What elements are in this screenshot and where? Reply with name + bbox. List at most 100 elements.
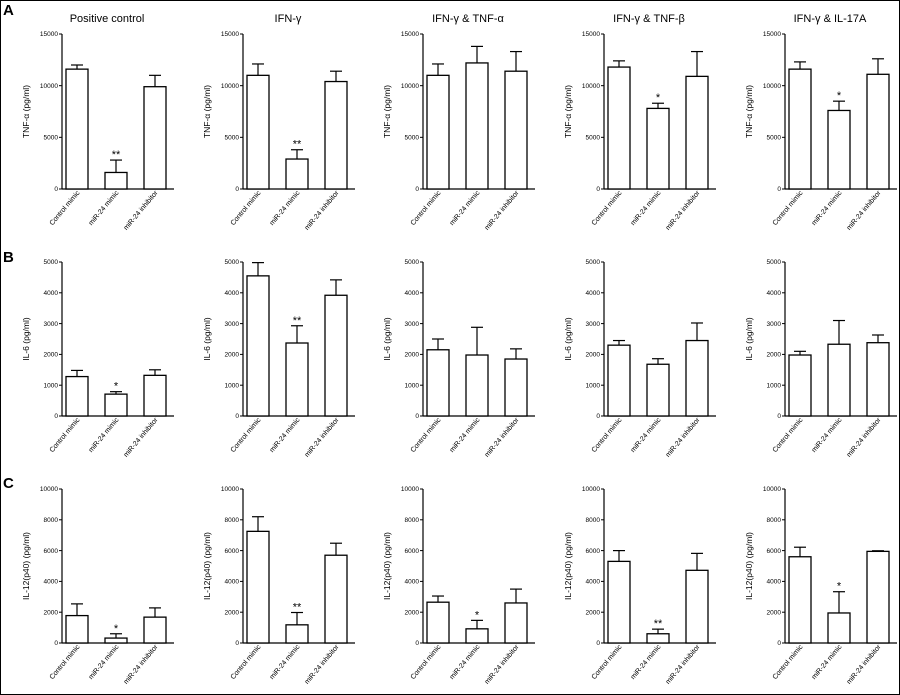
significance-mark: * <box>114 623 119 635</box>
bar-3 <box>685 569 709 644</box>
category-label-3: miR-24 inhibitor <box>304 189 341 232</box>
y-axis-label: IL-6 (pg/ml) <box>744 317 754 361</box>
bar-2 <box>104 171 128 190</box>
category-label-1: Control mimic <box>49 189 82 227</box>
category-label-3: miR-24 inhibitor <box>665 416 702 459</box>
chart-c-1: 0 2000 4000 6000 8000 10000 IL-12(p40) (pg/ml)… <box>21 486 174 686</box>
category-label-1: Control mimic <box>772 189 805 227</box>
bar-1 <box>607 66 631 190</box>
y-tick-label: 6000 <box>44 548 59 555</box>
category-label-1: Control mimic <box>772 416 805 454</box>
y-tick-label: 0 <box>54 413 58 420</box>
category-label-1: Control mimic <box>591 416 624 454</box>
chart-b-3: 0 1000 2000 3000 4000 5000 IL-6 (pg/ml) Control… <box>382 259 535 459</box>
bar-1 <box>788 556 812 644</box>
category-label-3: miR-24 inhibitor <box>665 189 702 232</box>
category-label-2: miR-24 mimic <box>630 189 663 227</box>
y-axis-label: IL-12(p40) (pg/ml) <box>744 532 754 600</box>
y-tick-label: 4000 <box>586 579 601 586</box>
y-tick-label: 4000 <box>44 290 59 297</box>
chart-a-1: Positive control 0 5000 10000 15000 TNF-α (pg… <box>21 13 174 232</box>
y-axis-label: IL-12(p40) (pg/ml) <box>202 532 212 600</box>
bar-1 <box>607 560 631 644</box>
bar-1 <box>65 68 89 190</box>
significance-mark: * <box>475 609 480 621</box>
y-tick-label: 1000 <box>767 382 782 389</box>
category-label-1: Control mimic <box>410 189 443 227</box>
y-tick-label: 6000 <box>586 548 601 555</box>
y-tick-label: 0 <box>415 640 419 647</box>
chart-title: IFN-γ <box>275 13 302 25</box>
y-tick-label: 1000 <box>405 382 420 389</box>
row-label-c: C <box>3 475 14 492</box>
significance-mark: ** <box>293 602 302 614</box>
bar-2 <box>827 343 851 417</box>
y-tick-label: 3000 <box>586 321 601 328</box>
y-tick-label: 6000 <box>225 548 240 555</box>
y-axis-label: TNF-α (pg/ml) <box>563 85 573 138</box>
bar-2 <box>465 628 489 644</box>
y-axis-label: IL-6 (pg/ml) <box>382 317 392 361</box>
category-label-1: Control mimic <box>410 643 443 681</box>
y-axis-label: IL-12(p40) (pg/ml) <box>21 532 31 600</box>
y-tick-label: 5000 <box>405 259 420 266</box>
category-label-3: miR-24 inhibitor <box>484 643 521 686</box>
y-tick-label: 8000 <box>767 517 782 524</box>
y-tick-label: 2000 <box>767 352 782 359</box>
bar-1 <box>788 68 812 190</box>
chart-b-2: 0 1000 2000 3000 4000 5000 IL-6 (pg/ml) Control… <box>202 259 355 459</box>
bar-2 <box>285 624 309 644</box>
y-tick-label: 0 <box>235 413 239 420</box>
bar-3 <box>324 294 348 417</box>
bar-3 <box>685 75 709 190</box>
chart-b-4: 0 1000 2000 3000 4000 5000 IL-6 (pg/ml) Control… <box>563 259 716 459</box>
bar-2 <box>104 393 128 417</box>
category-label-2: miR-24 mimic <box>630 643 663 681</box>
significance-mark: * <box>114 381 119 393</box>
y-tick-label: 2000 <box>767 609 782 616</box>
y-tick-label: 3000 <box>44 321 59 328</box>
y-axis-label: IL-6 (pg/ml) <box>563 317 573 361</box>
y-tick-label: 15000 <box>763 31 781 38</box>
y-tick-label: 10000 <box>40 83 58 90</box>
y-tick-label: 0 <box>596 640 600 647</box>
bar-1 <box>426 349 450 417</box>
category-label-2: miR-24 mimic <box>269 189 302 227</box>
bar-1 <box>246 74 270 190</box>
y-tick-label: 8000 <box>44 517 59 524</box>
bar-2 <box>827 612 851 644</box>
category-label-2: miR-24 mimic <box>630 416 663 454</box>
y-tick-label: 4000 <box>767 579 782 586</box>
chart-c-4: 0 2000 4000 6000 8000 10000 IL-12(p40) (pg/ml)… <box>563 486 716 686</box>
y-tick-label: 10000 <box>401 83 419 90</box>
y-axis-label: TNF-α (pg/ml) <box>744 85 754 138</box>
category-label-2: miR-24 mimic <box>449 643 482 681</box>
y-tick-label: 5000 <box>44 135 59 142</box>
chart-title: Positive control <box>70 13 145 25</box>
bar-1 <box>607 344 631 417</box>
chart-a-2: IFN-γ 0 5000 10000 15000 TNF-α (pg/ml) Control… <box>202 13 355 232</box>
y-tick-label: 4000 <box>44 579 59 586</box>
category-label-3: miR-24 inhibitor <box>123 643 160 686</box>
y-tick-label: 10000 <box>763 486 781 493</box>
y-tick-label: 0 <box>415 186 419 193</box>
y-tick-label: 5000 <box>586 259 601 266</box>
y-tick-label: 4000 <box>586 290 601 297</box>
category-label-1: Control mimic <box>49 416 82 454</box>
y-tick-label: 15000 <box>40 31 58 38</box>
significance-mark: ** <box>112 149 121 161</box>
y-tick-label: 10000 <box>763 83 781 90</box>
y-tick-label: 5000 <box>767 259 782 266</box>
y-tick-label: 15000 <box>221 31 239 38</box>
bar-3 <box>866 73 890 190</box>
category-label-1: Control mimic <box>772 643 805 681</box>
y-tick-label: 10000 <box>221 83 239 90</box>
y-axis-label: IL-6 (pg/ml) <box>202 317 212 361</box>
y-tick-label: 4000 <box>225 579 240 586</box>
chart-title: IFN-γ & IL-17A <box>794 13 867 25</box>
chart-a-5: IFN-γ & IL-17A 0 5000 10000 15000 TNF-α (pg/m… <box>744 13 897 232</box>
y-tick-label: 2000 <box>405 352 420 359</box>
bar-2 <box>827 109 851 190</box>
